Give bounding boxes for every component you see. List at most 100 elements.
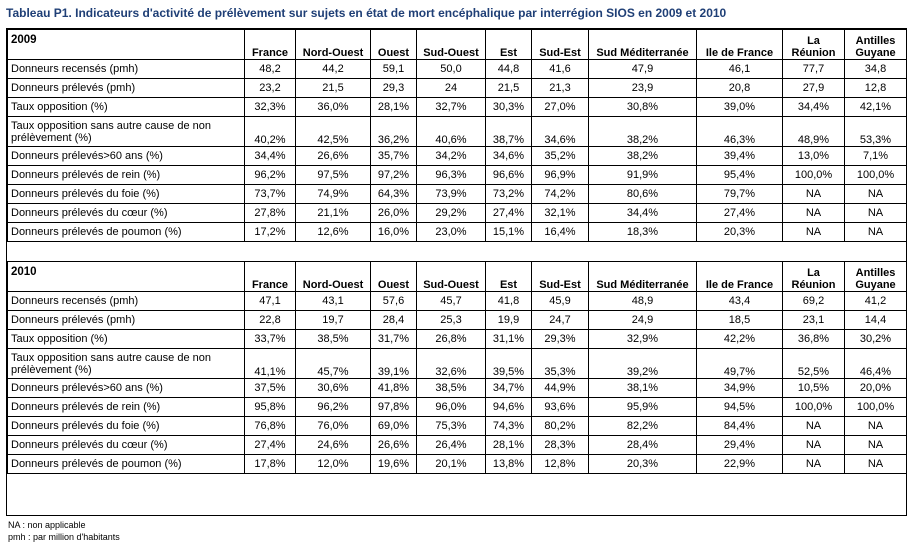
value-cell: 21,1% (295, 203, 371, 223)
value-cell: 34,9% (696, 378, 783, 398)
value-cell: 34,6% (485, 146, 532, 166)
value-cell: 45,7% (295, 348, 371, 379)
value-cell: 29,3% (531, 329, 589, 349)
value-cell: 94,6% (485, 397, 532, 417)
value-cell: 38,1% (588, 378, 697, 398)
note-pmh: pmh : par million d'habitants (8, 532, 120, 542)
value-cell: 16,4% (531, 222, 589, 242)
column-header: France (244, 29, 296, 60)
column-header: La Réunion (782, 261, 845, 292)
value-cell: 34,4% (244, 146, 296, 166)
row-label: Taux opposition (%) (7, 97, 245, 117)
value-cell: 32,7% (416, 97, 486, 117)
value-cell: 41,8% (370, 378, 417, 398)
value-cell: 32,6% (416, 348, 486, 379)
value-cell: 29,2% (416, 203, 486, 223)
column-header: Nord-Ouest (295, 29, 371, 60)
column-header: Est (485, 261, 532, 292)
table-row: Donneurs prélevés>60 ans (%) 37,5% 30,6% 41… (7, 378, 907, 398)
value-cell: 24 (416, 78, 486, 98)
value-cell: 44,9% (531, 378, 589, 398)
value-cell: 39,4% (696, 146, 783, 166)
year-label: 2009 (7, 29, 245, 60)
value-cell: 10,5% (782, 378, 845, 398)
value-cell: 96,2% (295, 397, 371, 417)
value-cell: 34,4% (782, 97, 845, 117)
value-cell: 30,8% (588, 97, 697, 117)
row-label: Donneurs prélevés de poumon (%) (7, 222, 245, 242)
value-cell: 18,5 (696, 310, 783, 330)
value-cell: 12,8 (844, 78, 907, 98)
table-row: Taux opposition sans autre cause de non … (7, 348, 907, 379)
value-cell: NA (782, 454, 845, 474)
value-cell: 49,7% (696, 348, 783, 379)
table-row: Donneurs prélevés (pmh) 22,8 19,7 28,4 25,3 1… (7, 310, 907, 330)
value-cell: 12,8% (531, 454, 589, 474)
year-label: 2010 (7, 261, 245, 292)
value-cell: 97,8% (370, 397, 417, 417)
row-label: Donneurs prélevés de poumon (%) (7, 454, 245, 474)
value-cell: 42,2% (696, 329, 783, 349)
table-notes: NA : non applicable pmh : par million d'… (8, 519, 120, 543)
value-cell: 41,2 (844, 291, 907, 311)
value-cell: 94,5% (696, 397, 783, 417)
value-cell: 26,4% (416, 435, 486, 455)
value-cell: 52,5% (782, 348, 845, 379)
value-cell: NA (844, 435, 907, 455)
column-header: Ile de France (696, 261, 783, 292)
value-cell: 59,1 (370, 59, 417, 79)
column-header: Sud-Est (531, 261, 589, 292)
value-cell: 93,6% (531, 397, 589, 417)
value-cell: 40,2% (244, 116, 296, 147)
value-cell: 42,5% (295, 116, 371, 147)
value-cell: 32,9% (588, 329, 697, 349)
value-cell: 26,0% (370, 203, 417, 223)
table-row: Donneurs prélevés de rein (%) 96,2% 97,5% 9… (7, 165, 907, 185)
row-label: Donneurs prélevés du cœur (%) (7, 203, 245, 223)
column-header: Sud-Ouest (416, 261, 486, 292)
value-cell: NA (844, 222, 907, 242)
value-cell: 40,6% (416, 116, 486, 147)
table-row: Taux opposition sans autre cause de non … (7, 116, 907, 147)
value-cell: NA (844, 416, 907, 436)
value-cell: NA (844, 454, 907, 474)
column-header: Ouest (370, 29, 417, 60)
row-label: Donneurs prélevés du cœur (%) (7, 435, 245, 455)
row-label: Donneurs prélevés (pmh) (7, 310, 245, 330)
column-header: France (244, 261, 296, 292)
table-row: Donneurs prélevés de poumon (%) 17,2% 12,6… (7, 222, 907, 242)
row-label: Donneurs recensés (pmh) (7, 59, 245, 79)
value-cell: 17,2% (244, 222, 296, 242)
value-cell: 97,2% (370, 165, 417, 185)
value-cell: 23,2 (244, 78, 296, 98)
value-cell: 34,7% (485, 378, 532, 398)
row-label: Donneurs prélevés>60 ans (%) (7, 146, 245, 166)
table-title: Tableau P1. Indicateurs d'activité de pr… (6, 6, 727, 20)
value-cell: 33,7% (244, 329, 296, 349)
value-cell: 19,9 (485, 310, 532, 330)
row-label: Donneurs prélevés du foie (%) (7, 184, 245, 204)
column-header: La Réunion (782, 29, 845, 60)
value-cell: 82,2% (588, 416, 697, 436)
value-cell: 27,4% (696, 203, 783, 223)
value-cell: 39,5% (485, 348, 532, 379)
value-cell: 22,8 (244, 310, 296, 330)
value-cell: 76,0% (295, 416, 371, 436)
value-cell: 44,8 (485, 59, 532, 79)
value-cell: 45,7 (416, 291, 486, 311)
value-cell: 19,6% (370, 454, 417, 474)
value-cell: 25,3 (416, 310, 486, 330)
value-cell: 43,1 (295, 291, 371, 311)
value-cell: NA (844, 203, 907, 223)
value-cell: NA (782, 203, 845, 223)
value-cell: 34,2% (416, 146, 486, 166)
value-cell: 27,9 (782, 78, 845, 98)
value-cell: 35,3% (531, 348, 589, 379)
value-cell: 79,7% (696, 184, 783, 204)
value-cell: 45,9 (531, 291, 589, 311)
table-row: Donneurs prélevés de poumon (%) 17,8% 12,0… (7, 454, 907, 474)
value-cell: 69,0% (370, 416, 417, 436)
value-cell: 16,0% (370, 222, 417, 242)
spacer-cell (7, 241, 907, 262)
column-header: Ouest (370, 261, 417, 292)
